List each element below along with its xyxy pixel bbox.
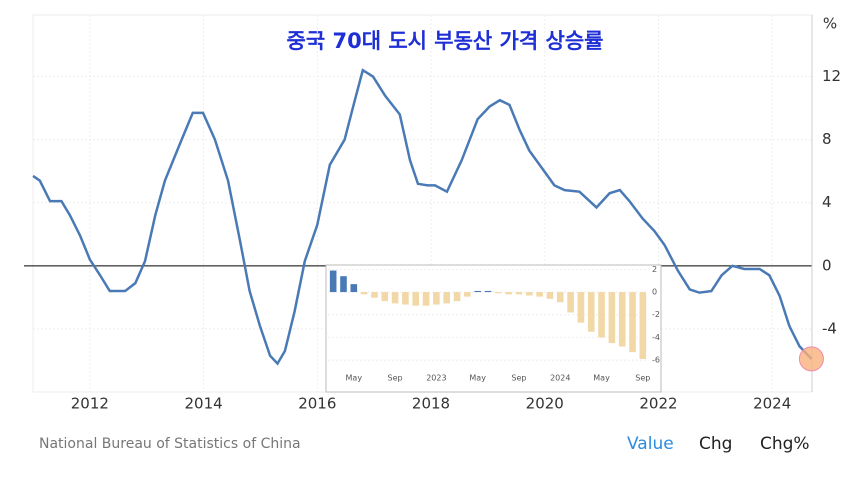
bar — [618, 292, 626, 347]
y-tick-label: -4 — [822, 319, 837, 337]
tab-button[interactable]: Chg% — [760, 434, 810, 454]
bar — [329, 270, 337, 293]
y-tick-label: -6 — [652, 356, 660, 365]
x-tick-label: 2022 — [639, 395, 677, 413]
highlight-point — [798, 346, 824, 372]
bar — [402, 292, 409, 305]
tab-button[interactable]: Chg — [699, 434, 733, 454]
tab-button[interactable]: Value — [627, 434, 674, 454]
bar — [360, 292, 368, 295]
bar — [505, 292, 512, 295]
bar — [484, 290, 492, 293]
x-tick-label: Sep — [635, 374, 650, 383]
bar — [453, 292, 461, 302]
bar — [515, 292, 523, 295]
bar — [567, 292, 574, 313]
inset: 2 0 -2 -4 -6 May Sep 2023 May Sep 2024 May Sep — [328, 265, 660, 383]
bar — [546, 292, 554, 299]
bar — [608, 292, 616, 344]
y-tick-label: 8 — [822, 130, 832, 148]
x-tick-label: 2024 — [550, 374, 570, 383]
bar — [495, 292, 502, 294]
y-tick-label: 0 — [652, 288, 657, 297]
bar — [412, 292, 420, 306]
bar — [577, 292, 585, 323]
bar — [639, 292, 647, 359]
x-tick-label: 2012 — [71, 395, 109, 413]
x-tick-label: 2024 — [753, 395, 791, 413]
x-tick-label: May — [469, 374, 486, 383]
x-tick-label: 2018 — [412, 395, 450, 413]
unit-label: % — [823, 15, 837, 33]
source: National Bureau of Statistics of China — [39, 436, 301, 452]
bar — [525, 292, 533, 296]
y-tick-label: 2 — [652, 265, 657, 274]
bar — [433, 292, 440, 305]
x-tick-label: 2014 — [184, 395, 222, 413]
y-tick-label: 12 — [822, 67, 841, 85]
bar — [391, 292, 399, 304]
y-tick-label: 0 — [822, 256, 832, 274]
bar — [464, 292, 471, 297]
x-tick-label: Sep — [511, 374, 526, 383]
x-tick-label: 2023 — [426, 374, 446, 383]
x-tick-label: 2016 — [298, 395, 336, 413]
y-tick-label: 4 — [822, 193, 832, 211]
bar — [443, 292, 451, 304]
bar — [381, 292, 389, 302]
y-tick-label: -4 — [652, 333, 660, 342]
chart-title: 중국 70대 도시 부동산 가격 상승률 — [287, 29, 604, 53]
y-tick-label: -2 — [652, 310, 660, 319]
bar — [536, 292, 543, 297]
bar — [474, 290, 481, 293]
bar — [422, 292, 430, 306]
bar — [587, 292, 595, 332]
x-tick-label: May — [346, 374, 363, 383]
line — [32, 68, 813, 366]
x-tick-label: Sep — [388, 374, 403, 383]
bar — [629, 292, 636, 353]
bar — [556, 292, 564, 303]
x-tick-label: 2020 — [526, 395, 564, 413]
x-tick-label: May — [593, 374, 610, 383]
bar — [340, 276, 347, 293]
inset-frame — [325, 264, 662, 393]
bar — [371, 292, 378, 298]
bar — [350, 284, 358, 293]
bar — [598, 292, 605, 338]
